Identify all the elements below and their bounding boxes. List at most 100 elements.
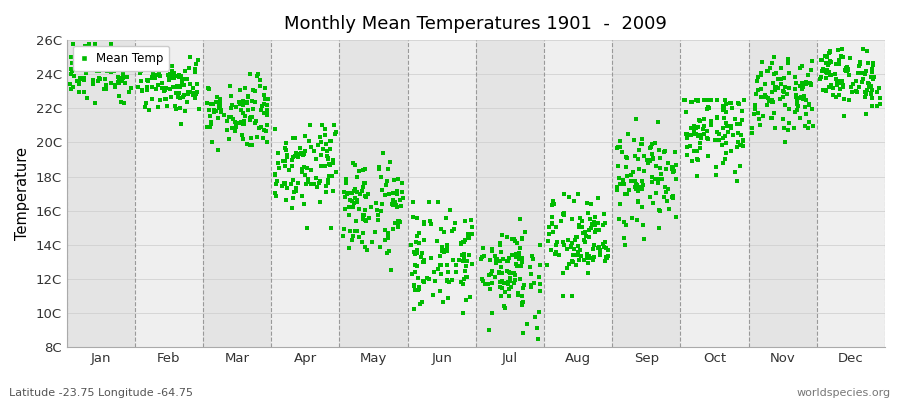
Point <box>585 221 599 228</box>
Point <box>285 195 300 201</box>
Point <box>345 197 359 204</box>
Point <box>357 166 372 172</box>
Point <box>836 82 850 88</box>
Point <box>238 84 252 91</box>
Point <box>635 204 650 210</box>
Point <box>380 178 394 184</box>
Point <box>428 278 442 284</box>
Point <box>423 217 437 224</box>
Point <box>508 260 523 267</box>
Point <box>260 107 274 114</box>
Point <box>581 255 596 262</box>
Point <box>439 278 454 284</box>
Point <box>789 94 804 100</box>
Point <box>258 85 273 91</box>
Point <box>593 247 608 253</box>
Point <box>448 269 463 275</box>
Point <box>507 236 521 242</box>
Point <box>612 201 626 208</box>
Point <box>260 96 274 102</box>
Point <box>609 145 624 152</box>
Point <box>203 101 218 108</box>
Point <box>832 80 847 86</box>
Point <box>719 120 733 126</box>
Point <box>823 72 837 78</box>
Point <box>764 114 778 121</box>
Point <box>313 178 328 184</box>
Point <box>243 117 257 123</box>
Point <box>381 234 395 241</box>
Point <box>411 275 426 282</box>
Point <box>666 192 680 199</box>
Point <box>388 220 402 226</box>
Point <box>244 135 258 141</box>
Point <box>704 122 718 129</box>
Point <box>660 198 674 204</box>
Point <box>214 109 229 115</box>
Point <box>581 269 596 276</box>
Point <box>746 110 760 117</box>
Point <box>313 199 328 206</box>
Point <box>545 214 560 220</box>
Point <box>819 60 833 66</box>
Point <box>188 69 202 75</box>
Point <box>572 224 586 230</box>
Point <box>295 193 310 199</box>
Point <box>476 278 491 284</box>
Point <box>588 213 602 220</box>
Point <box>628 116 643 122</box>
Point <box>821 62 835 68</box>
Point <box>236 136 250 142</box>
Point <box>634 141 648 148</box>
Point <box>417 237 431 243</box>
Point <box>630 198 644 204</box>
Point <box>624 172 638 178</box>
Point <box>701 104 716 111</box>
Point <box>356 180 371 186</box>
Point <box>637 168 652 175</box>
Point <box>395 189 410 195</box>
Point <box>209 99 223 105</box>
Point <box>629 186 643 192</box>
Point <box>549 249 563 256</box>
Point <box>693 118 707 124</box>
Point <box>458 236 473 243</box>
Point <box>404 242 419 248</box>
Point <box>533 288 547 294</box>
Point <box>658 148 672 154</box>
Point <box>824 72 838 78</box>
Point <box>557 210 572 216</box>
Point <box>415 250 429 256</box>
Bar <box>339 40 408 347</box>
Point <box>765 60 779 66</box>
Point <box>864 89 878 96</box>
Point <box>392 218 406 224</box>
Point <box>493 278 508 285</box>
Point <box>728 168 742 175</box>
Point <box>497 280 511 286</box>
Point <box>124 62 139 69</box>
Point <box>412 286 427 293</box>
Point <box>347 200 362 206</box>
Point <box>337 189 351 195</box>
Point <box>575 218 590 224</box>
Point <box>500 234 514 240</box>
Point <box>203 121 218 127</box>
Point <box>485 310 500 316</box>
Point <box>515 302 529 308</box>
Point <box>454 241 469 247</box>
Point <box>76 57 90 63</box>
Point <box>170 73 184 80</box>
Point <box>342 212 356 219</box>
Point <box>240 92 255 99</box>
Point <box>385 197 400 204</box>
Point <box>388 199 402 206</box>
Point <box>464 294 478 300</box>
Point <box>145 96 159 102</box>
Point <box>389 202 403 208</box>
Point <box>698 115 712 122</box>
Point <box>489 274 503 280</box>
Point <box>512 250 526 256</box>
Point <box>717 115 732 122</box>
Bar <box>67 40 135 347</box>
